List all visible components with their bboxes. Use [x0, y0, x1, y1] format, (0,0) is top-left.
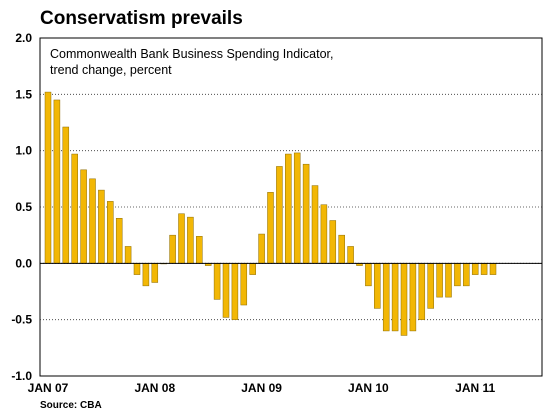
bar	[338, 234, 345, 264]
x-tick-label: JAN 09	[241, 381, 282, 395]
bar	[480, 263, 488, 275]
bar	[489, 263, 497, 275]
y-tick-label: -1.0	[11, 369, 32, 383]
bar	[293, 152, 301, 264]
bar	[445, 263, 452, 298]
x-tick-label: JAN 07	[28, 381, 69, 395]
bar	[258, 233, 265, 264]
y-tick-label: 0.0	[15, 256, 32, 270]
bar	[107, 201, 114, 264]
bar	[89, 178, 96, 264]
bar	[276, 166, 283, 264]
bar	[400, 263, 408, 336]
bar	[418, 263, 426, 320]
y-tick-label: -0.5	[11, 313, 32, 327]
chart-subtitle-line: trend change, percent	[50, 63, 172, 77]
bar	[115, 218, 123, 264]
bar	[98, 189, 105, 264]
bar	[151, 263, 159, 283]
bar	[133, 263, 141, 275]
bar	[169, 234, 176, 264]
bar	[311, 185, 319, 264]
bar	[436, 263, 443, 298]
bar	[249, 263, 256, 275]
bar	[320, 204, 328, 264]
bar	[347, 246, 354, 264]
bar	[463, 263, 470, 287]
bar	[374, 263, 381, 309]
bar	[329, 220, 337, 264]
y-tick-label: 1.5	[15, 87, 32, 101]
chart-subtitle-line: Commonwealth Bank Business Spending Indi…	[50, 47, 334, 61]
bar	[382, 263, 390, 332]
bar	[240, 263, 248, 306]
bar	[471, 263, 479, 275]
bar	[44, 91, 52, 264]
y-tick-label: 0.5	[15, 200, 32, 214]
x-tick-label: JAN 08	[134, 381, 175, 395]
bar	[71, 153, 78, 264]
y-tick-label: 1.0	[15, 144, 32, 158]
bar	[285, 153, 292, 264]
x-tick-label: JAN 11	[455, 381, 495, 395]
bar	[222, 263, 230, 318]
x-tick-label: JAN 10	[348, 381, 389, 395]
bar	[196, 236, 203, 264]
chart-title: Conservatism prevails	[40, 8, 243, 29]
chart-source: Source: CBA	[40, 400, 102, 411]
bar	[267, 192, 274, 264]
bar	[142, 263, 150, 287]
bar	[391, 263, 399, 332]
bar	[213, 263, 221, 300]
bar	[302, 163, 310, 264]
bar	[187, 216, 194, 264]
bar	[409, 263, 417, 332]
bar	[124, 246, 132, 264]
bar	[62, 126, 70, 264]
bar	[231, 263, 239, 320]
bar	[80, 169, 87, 264]
bar	[454, 263, 461, 287]
bar	[178, 213, 185, 264]
bar	[53, 99, 61, 264]
y-tick-label: 2.0	[15, 31, 32, 45]
bar	[365, 263, 372, 287]
bar	[427, 263, 434, 309]
